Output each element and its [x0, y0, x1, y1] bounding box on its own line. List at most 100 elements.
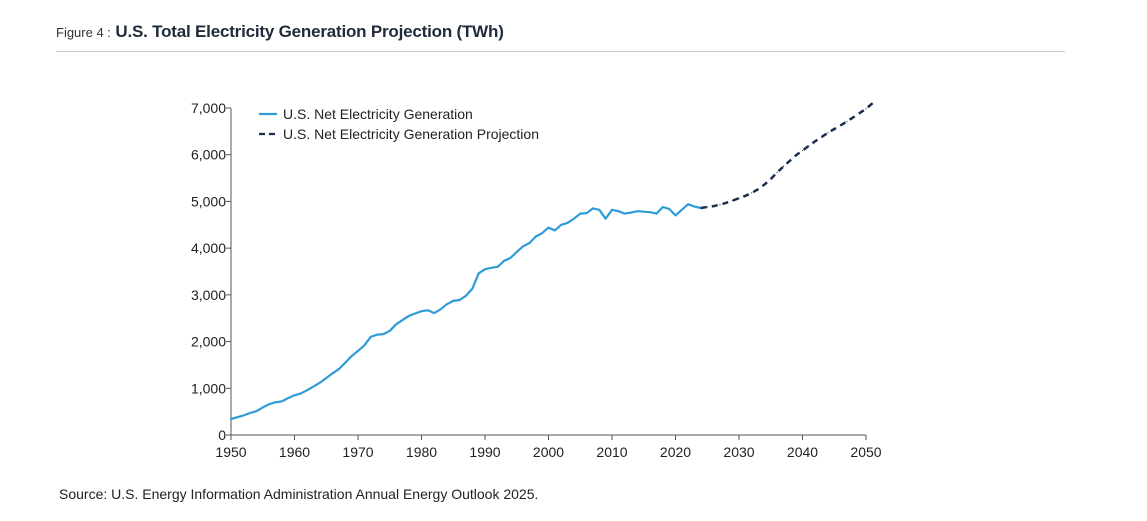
data-point-actual: [344, 362, 346, 364]
data-point-projection: [789, 160, 791, 162]
x-tick-label: 1990: [469, 444, 500, 460]
data-point-projection: [770, 178, 772, 180]
data-point-actual: [497, 266, 499, 268]
data-point-projection: [833, 128, 835, 130]
data-point-actual: [484, 268, 486, 270]
data-point-actual: [478, 272, 480, 274]
data-point-actual: [325, 377, 327, 379]
data-point-actual: [274, 401, 276, 403]
tick-labels: 0 1,000 2,000 3,000 4,000 5,000 6,000 7,000 1950…: [191, 100, 882, 460]
data-point-projection: [738, 197, 740, 199]
data-point-actual: [643, 211, 645, 213]
data-point-actual: [655, 213, 658, 215]
data-point-projection: [840, 124, 842, 126]
data-point-actual: [287, 397, 289, 399]
y-tick-label: 6,000: [191, 147, 226, 163]
data-point-actual: [382, 333, 384, 335]
data-point-actual: [649, 211, 651, 213]
data-point-actual: [363, 344, 365, 346]
series-lines: [229, 102, 874, 421]
data-point-actual: [605, 218, 607, 220]
axes: [226, 107, 867, 440]
x-tick-label: 2020: [660, 444, 691, 460]
y-tick-label: 2,000: [191, 334, 226, 350]
data-point-actual: [636, 210, 639, 212]
data-point-actual: [262, 406, 264, 408]
data-point-actual: [554, 229, 556, 231]
data-point-projection: [719, 204, 721, 206]
data-point-actual: [268, 403, 270, 405]
data-point-actual: [401, 319, 404, 321]
data-point-actual: [465, 295, 467, 297]
data-point-actual: [471, 288, 473, 290]
y-tick-label: 3,000: [191, 287, 226, 303]
header-divider: [56, 51, 1065, 52]
legend-label-actual: U.S. Net Electricity Generation: [283, 106, 473, 122]
data-point-actual: [249, 412, 251, 414]
figure-title: U.S. Total Electricity Generation Projec…: [115, 22, 504, 41]
data-point-projection: [713, 205, 715, 207]
data-point-projection: [706, 206, 708, 208]
x-tick-label: 2040: [787, 444, 818, 460]
data-point-actual: [592, 207, 594, 209]
data-point-actual: [687, 203, 689, 205]
data-point-projection: [782, 165, 785, 167]
data-point-projection: [821, 136, 823, 138]
source-note: Source: U.S. Energy Information Administ…: [59, 486, 539, 502]
data-point-actual: [313, 385, 315, 387]
data-point-actual: [662, 206, 664, 208]
y-tick-label: 7,000: [191, 100, 226, 116]
data-point-projection: [763, 184, 766, 186]
data-point-actual: [420, 310, 423, 312]
data-point-actual: [351, 355, 353, 357]
data-point-projection: [725, 202, 727, 204]
data-point-actual: [611, 209, 613, 211]
figure-header: Figure 4 : U.S. Total Electricity Genera…: [56, 22, 504, 42]
data-point-actual: [293, 394, 296, 396]
data-point-projection: [757, 188, 759, 190]
data-point-actual: [306, 389, 308, 391]
data-point-actual: [522, 245, 524, 247]
data-point-actual: [300, 392, 302, 394]
data-point-projection: [776, 171, 778, 174]
series-line-projection: [700, 102, 874, 210]
data-point-projection: [808, 145, 810, 147]
data-point-actual: [459, 299, 461, 301]
series-line-actual: [229, 203, 703, 421]
data-point-actual: [230, 418, 232, 420]
y-tick-label: 0: [218, 427, 226, 443]
data-point-actual: [452, 300, 454, 302]
data-point-actual: [281, 400, 283, 402]
data-point-actual: [433, 312, 435, 314]
data-point-projection: [827, 132, 829, 134]
data-point-actual: [547, 227, 550, 229]
data-point-projection: [751, 192, 753, 194]
data-point-actual: [560, 224, 562, 226]
x-tick-label: 1950: [215, 444, 246, 460]
data-point-projection: [871, 102, 874, 104]
data-point-actual: [681, 209, 683, 211]
data-point-actual: [528, 242, 531, 244]
data-point-actual: [389, 330, 391, 332]
data-point-projection: [732, 199, 734, 202]
data-point-actual: [617, 210, 619, 212]
y-tick-label: 1,000: [191, 380, 226, 396]
data-point-projection: [846, 120, 848, 123]
data-point-actual: [579, 213, 581, 215]
data-point-actual: [427, 309, 429, 311]
x-tick-label: 1980: [406, 444, 437, 460]
x-tick-label: 2050: [850, 444, 881, 460]
data-point-actual: [376, 334, 378, 336]
data-point-actual: [586, 212, 588, 214]
data-point-actual: [503, 260, 505, 262]
data-point-actual: [598, 209, 600, 211]
x-tick-label: 2000: [533, 444, 564, 460]
data-point-actual: [674, 214, 677, 216]
data-point-actual: [693, 206, 696, 208]
data-point-actual: [624, 213, 626, 215]
data-point-actual: [357, 350, 359, 352]
data-point-actual: [566, 222, 569, 224]
data-point-projection: [801, 149, 804, 152]
x-tick-label: 2010: [596, 444, 627, 460]
